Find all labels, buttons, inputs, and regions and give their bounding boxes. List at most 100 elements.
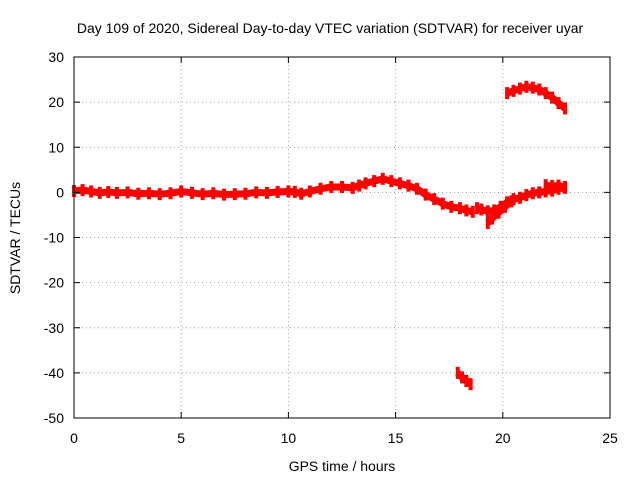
data-point [147, 187, 152, 200]
y-tick-label: -20 [44, 275, 64, 291]
data-point [125, 186, 130, 199]
data-point [543, 179, 548, 192]
data-point [80, 184, 85, 197]
x-tick-label: 0 [70, 430, 78, 446]
x-tick-label: 25 [602, 430, 618, 446]
y-tick-label: 0 [56, 184, 64, 200]
grid-lines [74, 57, 610, 418]
y-axis-label: SDTVAR / TECUs [7, 182, 23, 294]
data-point [511, 193, 516, 206]
data-point [318, 182, 323, 195]
data-point [464, 204, 469, 217]
data-point [157, 188, 162, 201]
data-point [423, 188, 428, 201]
series-line [73, 175, 474, 216]
data-point [490, 212, 495, 225]
data-point [380, 172, 385, 185]
data-point [455, 366, 460, 379]
data-point [524, 80, 529, 93]
series-line [455, 370, 473, 387]
data-point [168, 187, 173, 200]
data-point [340, 180, 344, 193]
data-point [200, 188, 205, 201]
data-point [286, 185, 291, 198]
x-axis-label: GPS time / hours [289, 458, 396, 474]
data-series [72, 80, 568, 391]
data-point [89, 185, 94, 198]
data-point [537, 83, 542, 96]
axis-ticks: 0 5 10 15 20 25 -50 -40 -30 -20 -10 0 10 20 30 [44, 49, 618, 446]
x-tick-label: 20 [495, 430, 511, 446]
data-point [485, 205, 490, 218]
data-point [243, 187, 248, 200]
data-point [254, 186, 259, 199]
data-point [562, 102, 567, 115]
data-point [179, 185, 184, 198]
y-tick-label: 20 [48, 94, 64, 110]
data-point [502, 200, 507, 213]
data-point [449, 200, 454, 213]
data-point [537, 186, 542, 199]
series-line [505, 83, 568, 112]
y-tick-label: -50 [44, 410, 64, 426]
data-point [530, 81, 535, 94]
x-tick-label: 15 [388, 430, 404, 446]
data-point [464, 374, 469, 387]
data-point [543, 185, 548, 198]
data-point [211, 187, 216, 200]
data-point [397, 177, 402, 190]
data-point [106, 185, 111, 198]
chart-title: Day 109 of 2020, Sidereal Day-to-day VTE… [77, 20, 584, 36]
data-point [114, 186, 119, 199]
data-point [307, 185, 312, 198]
data-point [562, 180, 567, 193]
data-point [485, 217, 490, 230]
data-point [479, 203, 484, 216]
data-point [492, 204, 497, 217]
data-point [505, 87, 510, 100]
y-tick-label: -30 [44, 320, 64, 336]
data-point [432, 193, 437, 206]
data-point [517, 191, 522, 204]
data-point [415, 182, 420, 195]
y-tick-label: -10 [44, 230, 64, 246]
data-point [496, 206, 501, 219]
y-tick-label: 10 [48, 139, 64, 155]
data-point [556, 97, 561, 110]
data-point [509, 195, 514, 208]
data-point [406, 179, 411, 192]
data-point [460, 371, 465, 384]
data-point [475, 202, 480, 215]
data-point [530, 187, 535, 200]
x-tick-label: 10 [281, 430, 297, 446]
y-tick-label: -40 [44, 365, 64, 381]
data-point [189, 186, 194, 199]
data-point [389, 175, 394, 188]
data-point [292, 185, 297, 198]
data-point [457, 202, 462, 215]
data-point [299, 187, 304, 200]
data-point [329, 180, 334, 193]
data-point [470, 205, 475, 218]
data-point [222, 188, 227, 201]
y-tick-label: 30 [48, 49, 64, 65]
x-tick-label: 5 [177, 430, 185, 446]
data-point [468, 378, 473, 391]
data-point [232, 188, 237, 201]
data-point [350, 181, 355, 194]
data-point [517, 82, 522, 95]
data-point [372, 175, 377, 188]
data-point [550, 91, 555, 104]
data-point [97, 186, 102, 199]
data-point [550, 180, 555, 193]
data-point [363, 177, 368, 190]
data-point [136, 187, 141, 200]
data-point [524, 189, 529, 202]
data-point [357, 179, 362, 192]
series-line [545, 181, 566, 191]
data-point [440, 197, 445, 210]
data-point [556, 179, 561, 192]
data-point [543, 87, 548, 100]
data-point [511, 84, 516, 97]
